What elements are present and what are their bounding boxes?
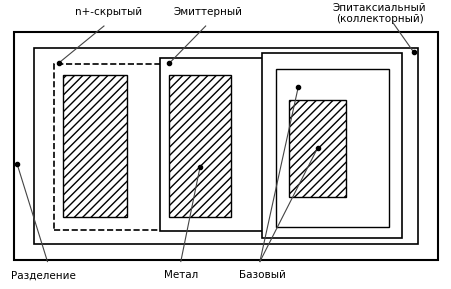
Text: Эмиттерный: Эмиттерный bbox=[173, 7, 242, 17]
Text: Эпитаксиальный
(коллекторный): Эпитаксиальный (коллекторный) bbox=[332, 3, 426, 25]
Text: Базовый: Базовый bbox=[238, 270, 285, 280]
Bar bbox=[63, 75, 126, 217]
Bar bbox=[289, 100, 345, 197]
Bar bbox=[275, 69, 388, 227]
Bar bbox=[34, 48, 417, 244]
Bar bbox=[262, 53, 401, 238]
Text: Метал: Метал bbox=[163, 270, 198, 280]
Text: Разделение: Разделение bbox=[10, 270, 75, 280]
Bar bbox=[169, 75, 230, 217]
Bar bbox=[14, 32, 437, 260]
Bar bbox=[54, 64, 275, 230]
Text: n+-скрытый: n+-скрытый bbox=[75, 7, 142, 17]
Bar bbox=[160, 58, 273, 231]
